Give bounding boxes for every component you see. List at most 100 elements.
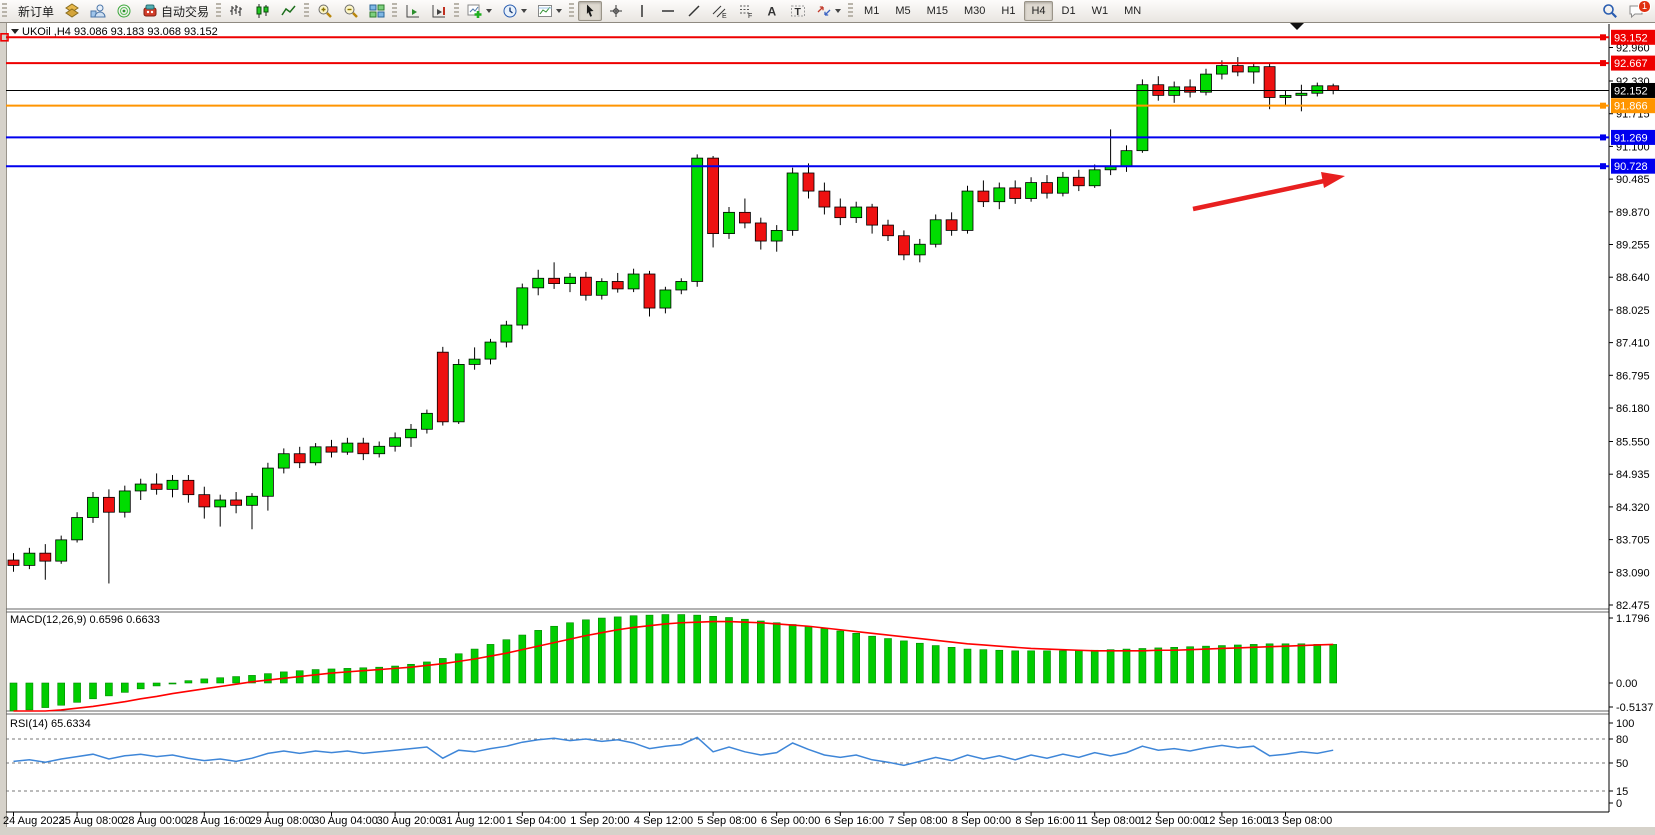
toolbar-timeframe-mn[interactable]: MN — [1117, 1, 1148, 21]
macd-histogram-bar — [423, 661, 431, 684]
level-line-node[interactable] — [1600, 34, 1606, 41]
candle-body — [913, 243, 926, 256]
toolbar-timeframe-m30[interactable]: M30 — [957, 1, 992, 21]
toolbar-timeframe-h1[interactable]: H1 — [994, 1, 1022, 21]
arrow-annotation-shaft[interactable] — [1192, 178, 1325, 212]
macd-histogram-bar — [518, 634, 527, 684]
macd-histogram-bar — [264, 673, 272, 684]
arrow-annotation-head[interactable] — [1321, 172, 1345, 188]
macd-histogram-bar — [486, 644, 495, 684]
toolbar-grip[interactable] — [304, 3, 310, 19]
price-tag[interactable] — [1611, 129, 1655, 145]
toolbar-add-indicator-button[interactable] — [463, 1, 496, 21]
candle-body — [707, 157, 719, 235]
toolbar-timeframe-h4[interactable]: H4 — [1024, 1, 1053, 21]
macd-histogram-bar — [1138, 648, 1147, 684]
toolbar-horizontal-line-button[interactable] — [656, 1, 680, 21]
macd-histogram-bar — [105, 682, 113, 697]
toolbar-timeframe-w1[interactable]: W1 — [1085, 1, 1116, 21]
macd-histogram-bar — [1090, 649, 1099, 684]
toolbar-cursor-button[interactable] — [578, 1, 603, 21]
macd-histogram-bar — [931, 645, 940, 684]
price-tag[interactable] — [1611, 55, 1655, 71]
toolbar-template-button[interactable] — [533, 1, 566, 21]
toolbar-market-watch-button[interactable] — [86, 1, 110, 21]
toolbar-grip[interactable] — [392, 3, 398, 19]
macd-histogram-bar — [582, 619, 590, 684]
toolbar-candlestick-chart-button[interactable] — [251, 1, 275, 21]
macd-histogram-bar — [534, 630, 543, 684]
level-line-anchor[interactable] — [0, 33, 9, 42]
market-watch-icon — [90, 3, 106, 19]
toolbar-tile-windows-button[interactable] — [365, 1, 389, 21]
toolbar-grip[interactable] — [454, 3, 460, 19]
toolbar-group-trade: 新订单 自动交易 — [10, 0, 214, 22]
toolbar-autotrading-button[interactable]: 自动交易 — [138, 1, 213, 21]
macd-histogram-bar — [25, 682, 34, 711]
svg-text:A: A — [768, 5, 777, 19]
toolbar-grip[interactable] — [569, 3, 575, 19]
toolbar-search-button[interactable] — [1598, 1, 1622, 21]
candle-body — [882, 224, 894, 237]
toolbar-timeframe-m1[interactable]: M1 — [857, 1, 886, 21]
toolbar-timeframe-d1[interactable]: D1 — [1055, 1, 1083, 21]
toolbar-text-label-button[interactable]: T — [786, 1, 810, 21]
level-line-node[interactable] — [1600, 134, 1606, 141]
candle-body — [452, 364, 465, 423]
price-tag — [1611, 82, 1655, 98]
toolbar-zoom-in-button[interactable] — [313, 1, 337, 21]
price-tag[interactable] — [1611, 98, 1655, 114]
time-label: 1 Sep 04:00 — [507, 815, 566, 827]
macd-histogram-bar — [327, 668, 336, 684]
chevron-down-icon[interactable] — [556, 9, 563, 13]
macd-histogram-bar — [375, 666, 384, 684]
candle-body — [1263, 66, 1276, 98]
toolbar-arrows-button[interactable] — [812, 1, 845, 21]
toolbar-chart-shift-button[interactable] — [427, 1, 451, 21]
toolbar-button-label: 新订单 — [18, 4, 55, 19]
toolbar-line-chart-button[interactable] — [277, 1, 301, 21]
candle-body — [929, 219, 942, 245]
toolbar-bar-chart-button[interactable] — [225, 1, 249, 21]
chevron-down-icon[interactable] — [521, 9, 528, 13]
toolbar-new-order-button[interactable]: 新订单 — [11, 1, 58, 21]
price-tick-label: 85.550 — [1616, 437, 1650, 449]
macd-histogram-bar — [200, 678, 209, 684]
toolbar-text-button[interactable]: A — [760, 1, 784, 21]
candle-body — [580, 276, 592, 296]
toolbar-crosshair-button[interactable] — [604, 1, 628, 21]
macd-histogram-bar — [438, 658, 447, 684]
window-menu-icon[interactable] — [11, 29, 19, 34]
price-tag[interactable] — [1611, 158, 1655, 174]
price-tick-label: 88.640 — [1616, 272, 1650, 284]
toolbar-grip[interactable] — [2, 3, 7, 19]
macd-histogram-bar — [741, 618, 749, 684]
toolbar-trendline-button[interactable] — [682, 1, 706, 21]
candle-body — [723, 211, 735, 235]
chart-shift-marker[interactable] — [1290, 23, 1304, 30]
toolbar-equidistant-channel-button[interactable]: E — [708, 1, 732, 21]
toolbar-chart-profile-button[interactable] — [60, 1, 84, 21]
toolbar-timeframe-m5[interactable]: M5 — [888, 1, 917, 21]
toolbar-zoom-out-button[interactable] — [339, 1, 363, 21]
toolbar-grip[interactable] — [848, 3, 854, 19]
toolbar-period-clock-button[interactable] — [498, 1, 531, 21]
toolbar-data-server-button[interactable] — [112, 1, 136, 21]
macd-histogram-bar — [1154, 647, 1163, 684]
chevron-down-icon[interactable] — [835, 9, 842, 13]
toolbar-fibonacci-button[interactable]: F — [734, 1, 758, 21]
toolbar-grip[interactable] — [216, 3, 222, 19]
level-line-node[interactable] — [1600, 60, 1606, 67]
toolbar-auto-scroll-button[interactable] — [401, 1, 425, 21]
candle-body — [71, 517, 83, 541]
level-line-node[interactable] — [1600, 163, 1606, 170]
cursor-icon — [582, 3, 598, 19]
level-line-node[interactable] — [1600, 102, 1606, 109]
price-tag[interactable] — [1611, 29, 1655, 45]
price-tick-label: 83.705 — [1616, 535, 1650, 547]
toolbar-timeframe-m15[interactable]: M15 — [920, 1, 955, 21]
toolbar-chat-button[interactable]: 1 — [1624, 0, 1651, 21]
toolbar-vertical-line-button[interactable] — [630, 1, 654, 21]
chevron-down-icon[interactable] — [486, 9, 493, 13]
